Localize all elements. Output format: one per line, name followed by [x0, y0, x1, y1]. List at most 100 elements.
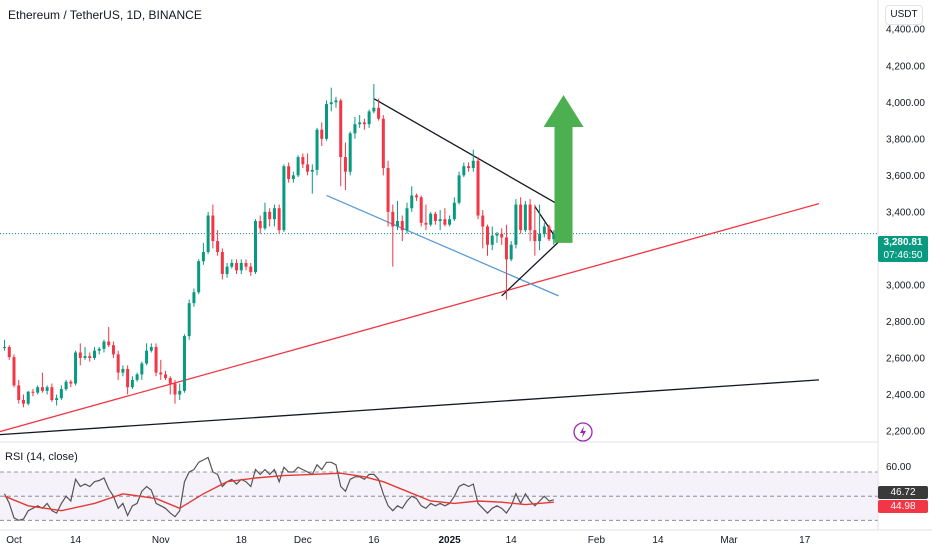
candle-body	[400, 221, 404, 231]
candle-body	[173, 383, 177, 395]
candle	[164, 370, 168, 380]
candle	[377, 98, 381, 121]
candle-body	[182, 336, 186, 391]
candle	[533, 204, 537, 256]
candle-body	[381, 118, 385, 169]
candle-body	[471, 160, 475, 169]
candle-body	[55, 398, 59, 400]
candle	[173, 379, 177, 404]
candle	[343, 142, 347, 190]
candle-body	[405, 208, 409, 231]
candle-body	[45, 387, 49, 391]
y-tick-label: 2,400.00	[886, 390, 925, 401]
candle-body	[192, 292, 196, 304]
candle	[168, 376, 172, 395]
candle	[471, 149, 475, 172]
candle	[230, 259, 234, 269]
candle-body	[164, 374, 168, 379]
candle	[88, 352, 92, 362]
candle-body	[320, 129, 324, 139]
currency-button[interactable]: USDT	[885, 5, 923, 25]
candle	[97, 347, 101, 355]
candle	[178, 383, 182, 400]
rsi-ma-value-tag: 44.98	[878, 500, 928, 513]
candle-body	[130, 379, 134, 388]
x-tick-label: 16	[368, 535, 380, 546]
candle	[396, 200, 400, 231]
candle	[282, 164, 286, 232]
candle-body	[26, 391, 30, 404]
candle-body	[542, 226, 546, 234]
candle	[296, 155, 300, 178]
candle	[78, 343, 82, 366]
candle	[130, 376, 134, 390]
candle-body	[36, 387, 40, 393]
candle	[258, 215, 262, 234]
candle	[74, 350, 78, 386]
candle-body	[249, 266, 253, 273]
candle-body	[74, 352, 78, 384]
candle	[135, 372, 139, 382]
candle-body	[206, 215, 210, 253]
candle-body	[154, 347, 158, 373]
candle-body	[419, 197, 423, 223]
candle-body	[547, 226, 551, 240]
candle-body	[490, 235, 494, 245]
candle-body	[258, 221, 262, 229]
candle-body	[514, 204, 518, 245]
candle-body	[149, 347, 153, 351]
candle	[92, 347, 96, 360]
candle-body	[3, 347, 7, 349]
candle-body	[187, 303, 191, 337]
candle	[400, 215, 404, 242]
candle	[50, 383, 54, 402]
candle	[154, 343, 158, 377]
x-tick-label: 14	[506, 535, 518, 546]
candle	[457, 171, 461, 205]
candle	[310, 164, 314, 194]
candle-body	[391, 211, 395, 227]
candle-body	[343, 157, 347, 172]
candle	[126, 365, 130, 395]
candle	[220, 248, 224, 280]
candle	[538, 204, 542, 251]
trendline	[326, 194, 559, 297]
candle	[414, 193, 418, 201]
candle	[519, 197, 523, 234]
trendline	[373, 98, 569, 211]
candle	[263, 202, 267, 231]
candle-body	[386, 168, 390, 212]
candle-body	[220, 252, 224, 274]
candle	[140, 361, 144, 380]
candle	[235, 259, 239, 274]
candle	[381, 115, 385, 176]
candle-body	[538, 233, 542, 242]
candle-body	[178, 390, 182, 395]
candle-body	[116, 354, 120, 373]
rsi-label: RSI (14, close)	[5, 451, 78, 463]
candle-body	[291, 175, 295, 179]
candle-body	[348, 133, 352, 172]
candle-body	[334, 100, 338, 103]
candle-body	[414, 195, 418, 198]
candle-body	[135, 374, 139, 380]
x-tick-label: 2025	[438, 535, 461, 546]
candle	[121, 365, 125, 377]
candle	[21, 394, 25, 408]
candle	[182, 334, 186, 393]
candle-body	[481, 215, 485, 227]
candle	[102, 339, 106, 353]
candle	[12, 354, 16, 388]
candle	[362, 118, 366, 130]
chart-title: Ethereum / TetherUS, 1D, BINANCE	[8, 8, 202, 22]
y-tick-label: 3,800.00	[886, 134, 925, 145]
trendline	[0, 203, 820, 433]
candle	[405, 202, 409, 234]
candle	[277, 204, 281, 234]
candle	[500, 228, 504, 245]
candle	[523, 200, 527, 232]
candle-body	[59, 389, 63, 399]
candle	[216, 230, 220, 256]
x-tick-label: 17	[799, 535, 811, 546]
